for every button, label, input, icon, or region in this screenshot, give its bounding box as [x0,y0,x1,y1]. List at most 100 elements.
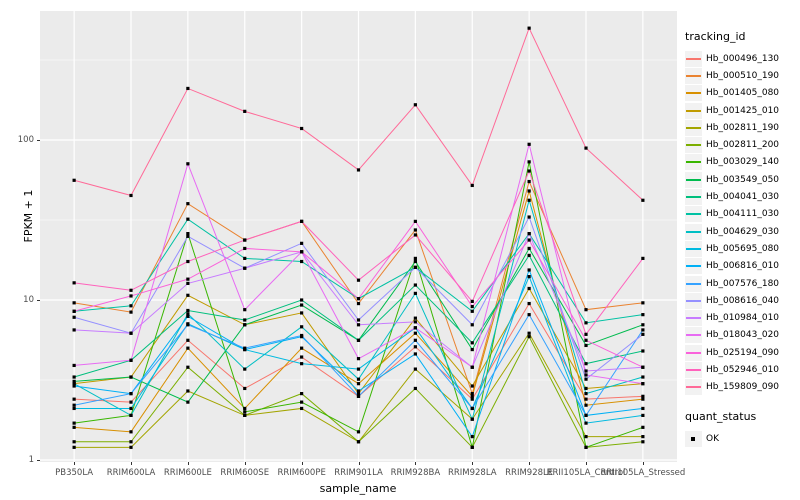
data-point-ok [584,413,588,417]
legend-label: Hb_008616_040 [706,295,780,306]
data-point-ok [129,193,133,198]
series-color-swatch [686,299,701,302]
data-point-ok [186,400,190,404]
x-axis-title: sample_name [319,482,397,495]
legend: tracking_id Hb_000496_130 Hb_000510_190 Hb… [685,30,800,447]
data-point-ok [641,323,645,327]
data-point-ok [186,365,190,369]
legend-label: Hb_006816_010 [706,261,780,272]
data-point-ok [641,328,645,332]
data-point-ok [300,311,304,315]
x-tick-label-RRII105LA_Control: RRII105LA_Control [546,468,626,478]
data-point-ok [527,198,531,202]
x-tick-mark [642,462,644,465]
legend-key-line-icon [685,240,702,257]
legend-item-Hb_003549_050: Hb_003549_050 [685,171,800,188]
data-point-ok [72,445,76,449]
data-point-ok [470,406,474,411]
legend-label: Hb_000496_130 [706,53,780,64]
data-point-ok [243,109,247,113]
data-point-ok [527,331,531,335]
data-point-ok [186,86,190,91]
data-point-ok [300,406,304,411]
series-color-swatch [686,92,701,95]
legend-key-line-icon [685,361,702,378]
data-point-ok [129,400,133,404]
data-point-ok [356,323,361,327]
legend-key-line-icon [685,85,702,102]
data-point-ok [470,435,474,439]
data-point-ok [356,367,361,371]
data-point-ok [72,425,76,429]
series-color-swatch [686,213,701,216]
data-point-ok [129,294,133,298]
data-point-ok [186,346,190,350]
data-point-ok [470,347,474,352]
data-point-ok [470,392,474,396]
data-point-ok [527,189,531,193]
data-point-ok [641,332,645,336]
data-point-ok [356,389,361,393]
data-point-ok [413,326,417,330]
data-point-ok [186,338,190,342]
legend-key-line-icon [685,137,702,154]
legend-item-Hb_004629_030: Hb_004629_030 [685,223,800,240]
data-point-ok [527,268,531,272]
data-point-ok [527,335,531,339]
data-point-ok [186,259,190,264]
x-tick-label-RRIM600LA: RRIM600LA [106,468,156,478]
data-point-ok [243,406,247,411]
series-color-swatch [686,196,701,199]
x-tick-label-RRIM928LE: RRIM928LE [505,468,554,478]
x-tick-label-RRIM600SE: RRIM600SE [220,468,270,478]
data-point-ok [300,241,304,245]
data-point-ok [356,318,361,322]
data-point-ok [129,375,133,379]
data-point-ok [243,346,247,350]
legend-label: Hb_052946_010 [706,364,780,375]
data-point-ok [584,373,588,377]
data-point-ok [641,394,645,398]
series-color-swatch [686,178,701,181]
legend-key-line-icon [685,310,702,327]
x-tick-label-PB350LA: PB350LA [55,468,94,478]
data-point-ok [72,301,76,305]
data-point-ok [356,382,361,386]
data-point-ok [413,352,417,356]
legend-item-ok: OK [685,430,800,447]
x-tick-label-RRII105LA_Stressed: RRII105LA_Stressed [600,468,686,478]
data-point-ok [300,298,304,302]
data-point-ok [470,323,474,327]
data-point-ok [72,384,76,388]
data-point-ok [470,397,474,401]
data-point-ok [527,169,531,173]
legend-label: Hb_004111_030 [706,209,780,220]
legend-key-line-icon [685,50,702,67]
x-tick-mark [74,462,76,465]
data-point-ok [584,403,588,407]
data-point-ok [641,397,645,401]
legend-item-Hb_002811_190: Hb_002811_190 [685,119,800,136]
series-color-swatch [686,126,701,129]
data-point-ok [413,228,417,232]
legend-items: Hb_000496_130 Hb_000510_190 Hb_001405_080 H… [685,50,800,396]
data-point-ok [641,375,645,379]
y-axis-title: FPKM + 1 [21,189,35,243]
legend-item-Hb_001405_080: Hb_001405_080 [685,85,800,102]
data-point-ok [527,313,531,317]
data-point-ok [413,283,417,287]
legend-key-line-icon [685,102,702,119]
data-point-ok [470,394,474,398]
data-point-ok [243,386,247,391]
series-color-swatch [686,161,701,164]
x-tick-mark [586,462,587,465]
data-point-ok [584,445,588,449]
legend-item-Hb_002811_200: Hb_002811_200 [685,136,800,154]
data-point-ok [129,358,133,362]
data-point-ok [72,309,76,313]
data-point-ok [243,256,247,260]
data-point-ok [584,338,588,342]
data-point-ok [300,250,304,254]
data-point-ok [413,331,417,335]
